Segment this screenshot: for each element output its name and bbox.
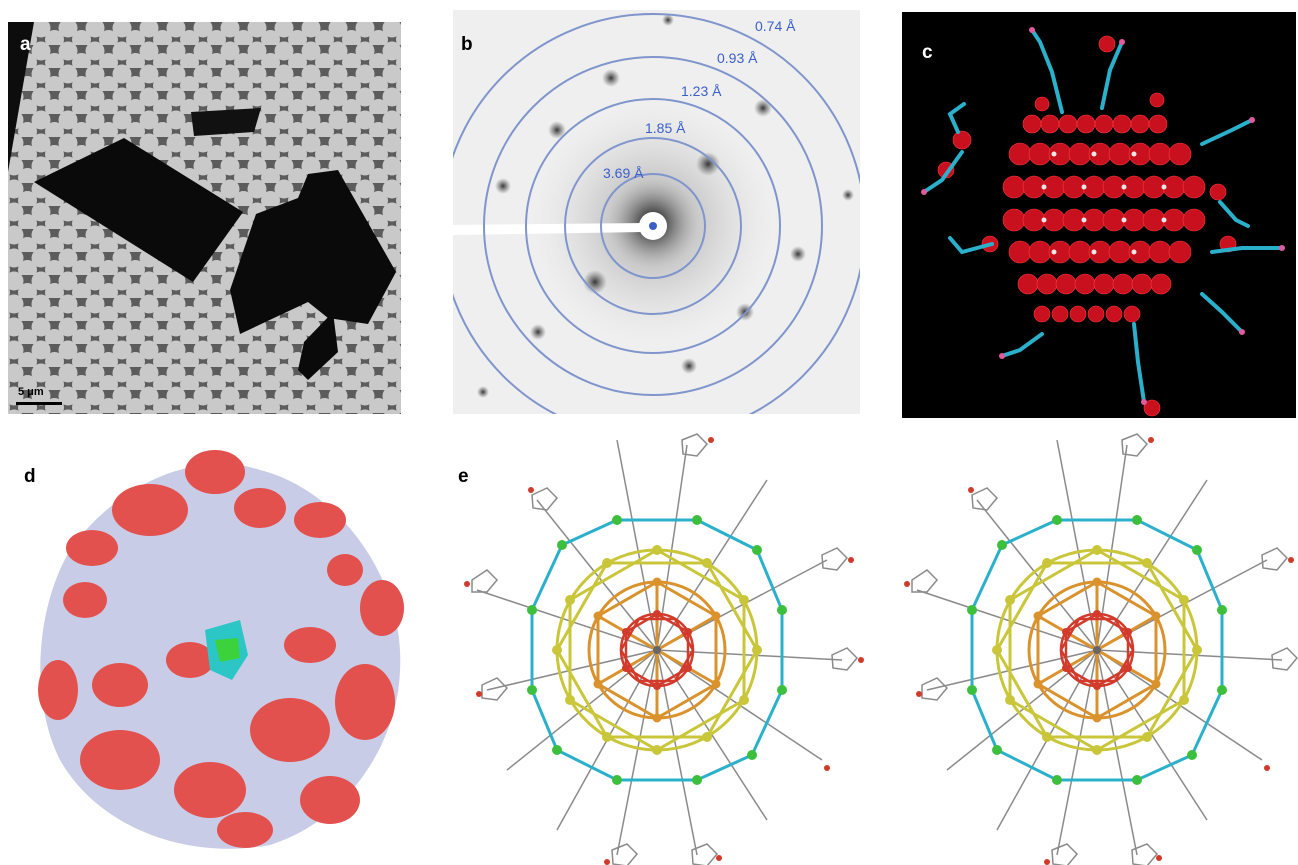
panel-c: c xyxy=(902,12,1296,418)
scale-bar xyxy=(16,402,62,405)
ring-label-0-93: 0.93 Å xyxy=(717,50,758,66)
ring-label-0-74: 0.74 Å xyxy=(755,18,796,34)
ring-label-1-85: 1.85 Å xyxy=(645,120,686,136)
panel-label-c: c xyxy=(922,42,933,63)
ring-label-3-69: 3.69 Å xyxy=(603,165,644,181)
panel-label-a: a xyxy=(20,34,31,55)
crystal-bottom xyxy=(298,312,338,380)
density-blobs xyxy=(937,35,1237,417)
crystal-small xyxy=(191,108,261,136)
tem-image xyxy=(8,22,401,414)
ring-0-93 xyxy=(483,56,823,396)
panel-a: a 5 μm xyxy=(8,22,401,414)
ring-0-74 xyxy=(453,13,860,414)
ring-1-23 xyxy=(525,98,781,354)
ring-label-1-23: 1.23 Å xyxy=(681,83,722,99)
ring-3-69 xyxy=(600,173,706,279)
crystal-large xyxy=(34,138,243,282)
surface-red-patches xyxy=(38,450,404,848)
cluster-structure-stereo xyxy=(452,428,1298,865)
density-map xyxy=(902,12,1296,418)
crystal-right xyxy=(230,170,396,334)
ligand-sticks xyxy=(922,28,1284,404)
scale-bar-label: 5 μm xyxy=(18,386,44,398)
panel-label-d: d xyxy=(24,466,36,487)
panel-b: b 0.74 Å 0.93 Å 1.23 Å 1.85 Å 3.69 Å xyxy=(453,10,860,414)
molecular-surface xyxy=(10,440,410,862)
ring-1-85 xyxy=(564,137,742,315)
diffraction-spots xyxy=(477,14,854,398)
panel-e: e xyxy=(452,428,1298,865)
panel-label-b: b xyxy=(461,34,473,55)
surface-green-patch xyxy=(215,638,240,662)
panel-d: d xyxy=(10,440,410,862)
panel-label-e: e xyxy=(458,466,469,487)
diffraction-pattern xyxy=(453,10,860,414)
